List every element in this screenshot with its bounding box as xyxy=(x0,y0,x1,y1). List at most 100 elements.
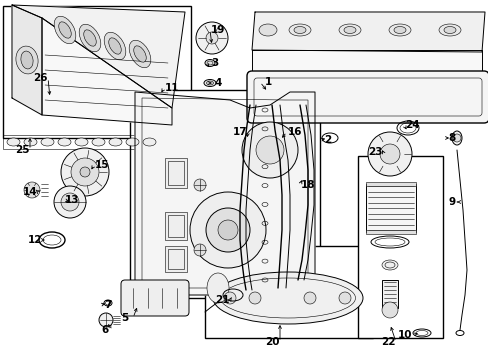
Ellipse shape xyxy=(16,46,38,74)
Circle shape xyxy=(61,148,109,196)
Bar xyxy=(164,212,186,240)
Ellipse shape xyxy=(109,138,122,146)
Ellipse shape xyxy=(288,24,310,36)
Ellipse shape xyxy=(338,24,360,36)
Bar xyxy=(381,280,397,308)
Polygon shape xyxy=(135,92,314,295)
Circle shape xyxy=(24,182,40,198)
Text: 1: 1 xyxy=(264,77,271,87)
Ellipse shape xyxy=(343,27,355,33)
Circle shape xyxy=(381,302,397,318)
Circle shape xyxy=(99,313,113,327)
Ellipse shape xyxy=(203,80,216,86)
Ellipse shape xyxy=(24,138,37,146)
Text: 17: 17 xyxy=(232,127,247,137)
Ellipse shape xyxy=(206,61,213,65)
Text: 22: 22 xyxy=(380,337,394,347)
Text: 10: 10 xyxy=(397,330,411,340)
Bar xyxy=(168,161,183,185)
Ellipse shape xyxy=(259,24,276,36)
Circle shape xyxy=(242,122,297,178)
Polygon shape xyxy=(251,50,481,78)
Circle shape xyxy=(71,158,99,186)
Bar xyxy=(164,246,186,272)
Bar xyxy=(168,215,183,237)
Circle shape xyxy=(224,292,236,304)
Text: 13: 13 xyxy=(64,195,79,205)
Circle shape xyxy=(194,179,205,191)
Text: 7: 7 xyxy=(104,300,111,310)
Ellipse shape xyxy=(83,30,96,46)
Circle shape xyxy=(190,192,265,268)
Text: 21: 21 xyxy=(214,295,229,305)
Circle shape xyxy=(379,144,399,164)
Bar xyxy=(164,158,186,188)
Ellipse shape xyxy=(59,22,71,38)
Ellipse shape xyxy=(213,272,362,324)
Text: 9: 9 xyxy=(447,197,455,207)
Ellipse shape xyxy=(438,24,460,36)
Ellipse shape xyxy=(21,51,33,69)
Bar xyxy=(3,6,191,138)
Bar xyxy=(365,184,415,232)
Ellipse shape xyxy=(381,260,397,270)
Ellipse shape xyxy=(443,27,455,33)
FancyBboxPatch shape xyxy=(246,71,488,123)
FancyBboxPatch shape xyxy=(121,280,189,316)
Text: 4: 4 xyxy=(214,78,221,88)
Polygon shape xyxy=(12,5,184,108)
Ellipse shape xyxy=(206,81,213,85)
Ellipse shape xyxy=(129,40,150,68)
Bar xyxy=(168,249,183,269)
Ellipse shape xyxy=(393,27,405,33)
Ellipse shape xyxy=(388,24,410,36)
Ellipse shape xyxy=(7,138,20,146)
Ellipse shape xyxy=(104,32,125,60)
Circle shape xyxy=(205,32,218,44)
Circle shape xyxy=(196,22,227,54)
Text: 12: 12 xyxy=(28,235,42,245)
Circle shape xyxy=(248,292,261,304)
Ellipse shape xyxy=(75,138,88,146)
Circle shape xyxy=(61,193,79,211)
Bar xyxy=(365,230,415,234)
Ellipse shape xyxy=(54,16,76,44)
Circle shape xyxy=(218,220,238,240)
Bar xyxy=(3,135,163,149)
Ellipse shape xyxy=(92,138,105,146)
Text: 8: 8 xyxy=(447,133,455,143)
Text: 23: 23 xyxy=(367,147,382,157)
Circle shape xyxy=(205,208,249,252)
Text: 18: 18 xyxy=(300,180,315,190)
Circle shape xyxy=(367,132,411,176)
Ellipse shape xyxy=(108,38,121,54)
Text: 19: 19 xyxy=(210,25,225,35)
Text: 2: 2 xyxy=(324,135,331,145)
Ellipse shape xyxy=(204,59,215,67)
Ellipse shape xyxy=(142,138,156,146)
Circle shape xyxy=(338,292,350,304)
Polygon shape xyxy=(12,5,42,115)
Ellipse shape xyxy=(79,24,101,52)
Text: 5: 5 xyxy=(121,313,128,323)
Text: 14: 14 xyxy=(22,187,37,197)
Text: 15: 15 xyxy=(95,160,109,170)
Circle shape xyxy=(304,292,315,304)
Polygon shape xyxy=(251,12,484,52)
Text: 16: 16 xyxy=(287,127,302,137)
Ellipse shape xyxy=(134,46,146,62)
Circle shape xyxy=(80,167,90,177)
Circle shape xyxy=(54,186,86,218)
Text: 11: 11 xyxy=(164,83,179,93)
Polygon shape xyxy=(42,18,172,125)
Ellipse shape xyxy=(126,138,139,146)
Text: 25: 25 xyxy=(15,145,29,155)
Circle shape xyxy=(452,134,460,142)
Text: 20: 20 xyxy=(264,337,279,347)
Bar xyxy=(204,246,372,338)
Ellipse shape xyxy=(41,138,54,146)
Text: 6: 6 xyxy=(101,325,108,335)
Bar xyxy=(357,156,442,338)
Text: 26: 26 xyxy=(33,73,47,83)
Circle shape xyxy=(194,244,205,256)
